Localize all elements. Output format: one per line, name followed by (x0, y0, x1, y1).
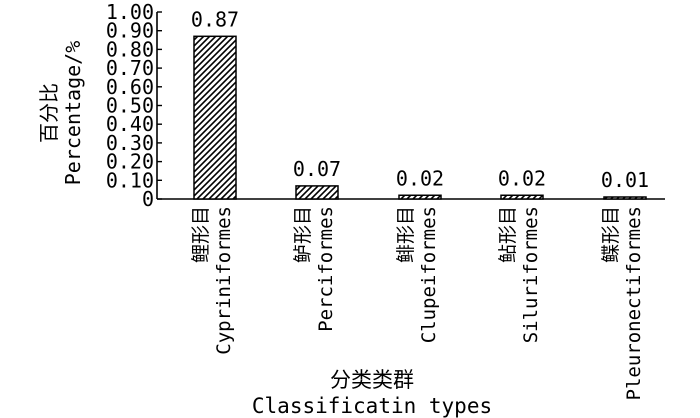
y-tick-label: 0.70 (106, 56, 154, 80)
category-label-zh: 鲇形目 (497, 206, 519, 263)
y-tick-label: 0.90 (106, 19, 154, 43)
category-label-zh: 鲈形目 (292, 206, 314, 263)
bar (398, 194, 442, 200)
category-label-zh: 鲤形目 (190, 206, 212, 263)
y-tick-label: 0.50 (106, 94, 154, 118)
y-axis: 00.100.200.300.400.500.600.700.800.901.0… (106, 0, 665, 211)
category-label-en: Cypriniformes (213, 206, 235, 355)
category-label-zh: 鲽形目 (600, 206, 622, 263)
y-tick-label: 0 (142, 187, 154, 211)
y-tick-label: 0.40 (106, 112, 154, 136)
category-label-zh: 鲱形目 (395, 206, 417, 263)
y-tick-label: 0.60 (106, 75, 154, 99)
bar (500, 194, 544, 200)
data-label: 0.02 (396, 166, 444, 190)
bar (193, 35, 237, 200)
category-label-en: Pleuronectiformes (623, 206, 645, 400)
x-axis-title-en: Classificatin types (252, 394, 492, 418)
y-axis-title-en: Percentage/% (61, 41, 85, 186)
bar (295, 185, 339, 200)
y-tick-label: 0.20 (106, 150, 154, 174)
bar (603, 196, 647, 200)
data-label: 0.87 (191, 7, 239, 31)
data-labels: 0.87 0.07 0.02 0.02 0.01 (191, 7, 649, 192)
bars (193, 35, 647, 200)
data-label: 0.01 (601, 168, 649, 192)
category-label-en: Perciformes (315, 206, 337, 332)
y-tick-label: 1.00 (106, 0, 154, 24)
data-label: 0.02 (498, 166, 546, 190)
category-label-en: Siluriformes (520, 206, 542, 343)
y-tick-label: 0.80 (106, 37, 154, 61)
data-label: 0.07 (293, 157, 341, 181)
category-labels: 鲤形目 Cypriniformes 鲈形目 Perciformes 鲱形目 Clupeif… (190, 206, 645, 400)
category-label-en: Clupeiformes (418, 206, 440, 343)
y-tick-label: 0.30 (106, 131, 154, 155)
y-axis-title-zh: 百分比 (37, 83, 61, 143)
x-axis-title-zh: 分类类群 (330, 368, 414, 392)
y-tick-label: 0.10 (106, 168, 154, 192)
